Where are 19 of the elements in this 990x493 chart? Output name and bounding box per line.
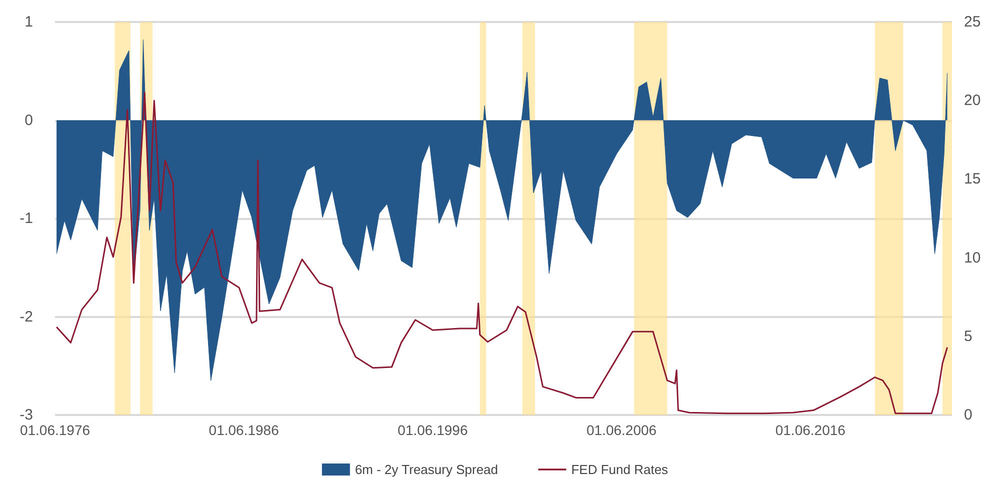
y2-tick-label: 10 — [964, 249, 981, 266]
y2-tick-label: 15 — [964, 170, 981, 188]
y2-tick-label: 5 — [964, 328, 972, 345]
x-tick-label: 01.06.2016 — [775, 422, 846, 438]
legend-label: 6m - 2y Treasury Spread — [354, 462, 498, 477]
y-tick-label: -3 — [20, 406, 33, 424]
y2-tick-label: 0 — [964, 406, 972, 424]
y-tick-label: -2 — [20, 308, 33, 326]
y-tick-label: 0 — [24, 112, 33, 129]
y-tick-label: -1 — [20, 210, 33, 227]
x-tick-label: 01.06.1996 — [398, 422, 468, 438]
y2-tick-label: 20 — [964, 92, 981, 110]
y-tick-label: 1 — [24, 14, 33, 30]
x-tick-label: 01.06.1976 — [20, 422, 90, 438]
x-tick-label: 01.06.1986 — [208, 422, 280, 438]
y2-tick-label: 25 — [964, 14, 981, 30]
x-tick-label: 01.06.2006 — [586, 422, 657, 438]
line-series — [56, 92, 948, 414]
legend-label: FED Fund Rates — [571, 462, 669, 477]
